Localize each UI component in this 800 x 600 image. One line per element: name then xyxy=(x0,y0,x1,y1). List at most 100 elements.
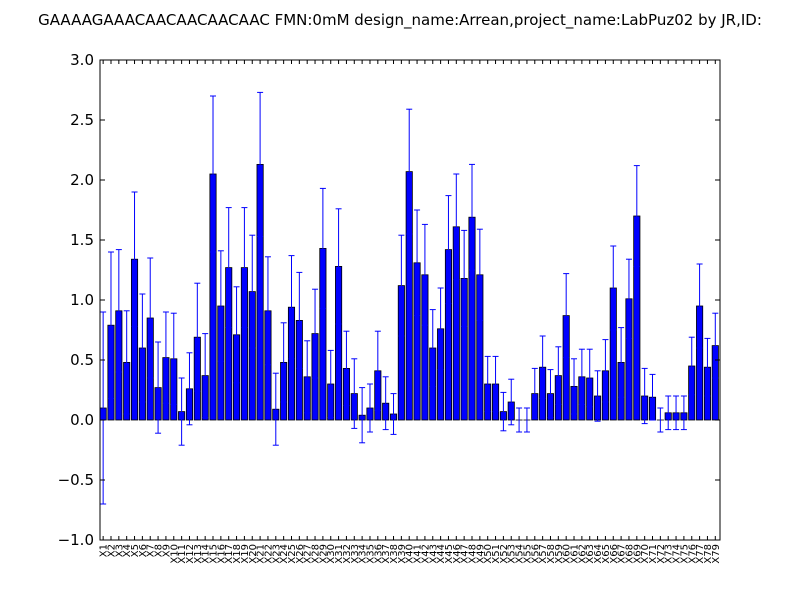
x-tick-label: X9 xyxy=(161,544,172,557)
x-tick-label: X65 xyxy=(601,544,612,564)
x-tick-label: X66 xyxy=(609,544,620,564)
x-tick-label: X53 xyxy=(507,544,518,564)
error-bar-X72 xyxy=(657,407,664,433)
x-tick-label: X23 xyxy=(271,544,282,564)
x-tick-label: X62 xyxy=(577,544,588,564)
y-tick-label: 1.0 xyxy=(70,291,94,309)
x-tick-label: X28 xyxy=(311,544,322,564)
x-tick-label: X56 xyxy=(530,544,541,564)
error-bar-X74 xyxy=(673,395,680,431)
error-bar-X25 xyxy=(288,255,295,360)
x-tick-label: X44 xyxy=(436,544,447,564)
error-bar-X47 xyxy=(461,229,468,327)
x-tick-label: X30 xyxy=(326,544,337,564)
x-tick-label: X33 xyxy=(350,544,361,564)
x-tick-label: X75 xyxy=(679,544,690,564)
error-bar-X30 xyxy=(327,349,334,419)
error-bar-X70 xyxy=(641,367,648,425)
x-tick-label: X79 xyxy=(711,544,722,564)
y-tick-label: −0.5 xyxy=(58,471,94,489)
error-bar-X6 xyxy=(139,293,146,403)
error-bar-X35 xyxy=(366,383,373,433)
error-bar-X61 xyxy=(571,358,578,415)
x-tick-label: X52 xyxy=(499,544,510,564)
x-tick-label: X73 xyxy=(664,544,675,564)
error-bar-X19 xyxy=(241,207,248,329)
error-bar-X46 xyxy=(453,173,460,281)
x-tick-label: X41 xyxy=(413,544,424,564)
error-bar-X29 xyxy=(319,187,326,309)
x-tick-label: X13 xyxy=(193,544,204,564)
error-bar-X77 xyxy=(696,263,703,349)
error-bar-X32 xyxy=(343,330,350,407)
error-bar-X21 xyxy=(257,91,264,237)
x-tick-label: X2 xyxy=(106,544,117,557)
error-bar-X16 xyxy=(217,250,224,362)
x-tick-label: X69 xyxy=(632,544,643,564)
x-tick-label: X36 xyxy=(373,544,384,564)
error-bar-X40 xyxy=(406,108,413,235)
error-bar-X1 xyxy=(100,311,107,505)
x-tick-label: X78 xyxy=(703,544,714,564)
x-tick-label: X51 xyxy=(491,544,502,564)
error-bar-X67 xyxy=(618,327,625,398)
x-tick-label: X49 xyxy=(475,544,486,564)
x-tick-label: X76 xyxy=(687,544,698,564)
error-bar-X50 xyxy=(484,355,491,413)
y-axis: 3.0 2.5 2.0 1.5 1.0 0.5 0.0 −0.5 −1.0 xyxy=(58,51,720,549)
x-tick-label: X55 xyxy=(522,544,533,564)
x-tick-label: X42 xyxy=(420,544,431,564)
error-bar-X79 xyxy=(712,312,719,379)
error-bar-X49 xyxy=(476,228,483,321)
x-tick-label: X37 xyxy=(381,544,392,564)
x-tick-label: X7 xyxy=(146,544,157,557)
x-tick-label: X26 xyxy=(295,544,306,564)
x-tick-label: X57 xyxy=(538,544,549,564)
error-bar-X8 xyxy=(155,341,162,434)
x-tick-label: X67 xyxy=(617,544,628,564)
x-tick-label: X40 xyxy=(405,544,416,564)
x-tick-label: X15 xyxy=(209,544,220,564)
error-bar-X58 xyxy=(547,369,554,419)
error-bar-X36 xyxy=(374,330,381,411)
error-bar-X52 xyxy=(500,391,507,432)
error-bar-X28 xyxy=(312,288,319,379)
x-tick-label: X1 xyxy=(99,544,110,557)
error-bar-X3 xyxy=(115,249,122,373)
error-bar-X63 xyxy=(586,348,593,408)
x-tick-label: X4 xyxy=(122,544,133,557)
error-bar-X75 xyxy=(680,395,687,431)
error-bar-X65 xyxy=(602,339,609,403)
x-axis: X1X2X3X4X5X6X7X8X9X10X11X12X13X14X15X16X… xyxy=(99,60,722,564)
x-tick-label: X19 xyxy=(240,544,251,564)
error-bar-X43 xyxy=(429,309,436,387)
x-tick-label: X50 xyxy=(483,544,494,564)
error-bar-X41 xyxy=(414,209,421,317)
x-tick-label: X45 xyxy=(444,544,455,564)
error-bar-X24 xyxy=(280,322,287,403)
error-bar-X39 xyxy=(398,234,405,337)
x-tick-label: X70 xyxy=(640,544,651,564)
x-tick-label: X22 xyxy=(263,544,274,564)
error-bars-group xyxy=(100,91,719,505)
error-bar-X51 xyxy=(492,355,499,413)
x-tick-label: X38 xyxy=(389,544,400,564)
error-bar-X62 xyxy=(578,348,585,405)
x-tick-label: X58 xyxy=(546,544,557,564)
x-tick-label: X47 xyxy=(460,544,471,564)
y-tick-label: −1.0 xyxy=(58,531,94,549)
x-tick-label: X34 xyxy=(358,544,369,564)
x-tick-label: X10 xyxy=(169,544,180,564)
error-bar-X9 xyxy=(162,311,169,404)
x-tick-label: X46 xyxy=(452,544,463,564)
x-tick-label: X61 xyxy=(570,544,581,564)
x-tick-label: X14 xyxy=(201,544,212,564)
error-bar-X42 xyxy=(421,223,428,326)
error-bar-X7 xyxy=(147,257,154,379)
error-bar-X73 xyxy=(665,395,672,431)
x-tick-label: X31 xyxy=(334,544,345,564)
error-bar-X66 xyxy=(610,245,617,331)
error-bar-X60 xyxy=(563,273,570,359)
x-tick-label: X8 xyxy=(154,544,165,557)
